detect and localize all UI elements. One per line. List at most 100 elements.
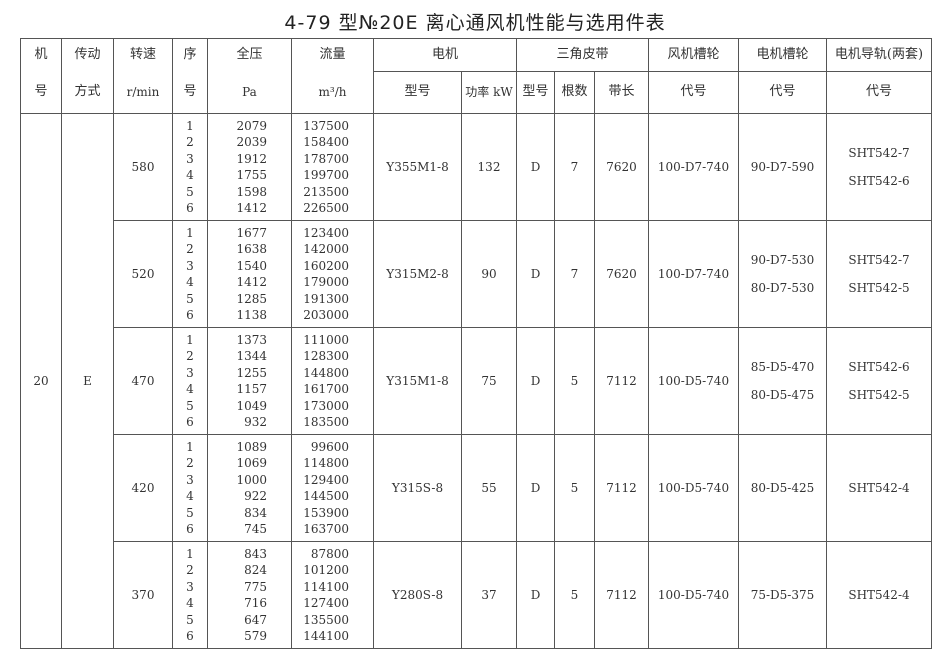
header-speed-unit: r/min: [113, 71, 173, 114]
pressure-cell: 1089 1069 1000 922 834 745: [207, 434, 292, 542]
belt-count-cell: 7: [554, 113, 595, 221]
seq-cell-line: 3: [186, 258, 194, 273]
seq-cell-line: 5: [186, 612, 194, 627]
pressure-cell-line: 1638: [236, 242, 267, 256]
pressure-cell-line: 2079: [236, 118, 267, 133]
seq-cell-line: 5: [186, 291, 194, 306]
flow-cell-line: 111000: [303, 332, 349, 347]
header-flow-unit: m³/h: [291, 71, 374, 114]
seq-cell-line: 1: [186, 332, 194, 347]
motor-rail-cell-line: SHT542-6: [848, 174, 910, 188]
seq-cell-line: 4: [186, 382, 194, 396]
motor-pulley-cell: 85-D5-470 80-D5-475: [738, 327, 827, 435]
seq-cell-line: 1: [186, 118, 194, 133]
seq-cell: 1 2 3 4 5 6: [172, 113, 208, 221]
motor-pulley-cell: 90-D7-590: [738, 113, 827, 221]
speed-group-row: 470 1 2 3 4 5 6 1373 1344 1255 1157 1049 932 111000 12…: [21, 327, 932, 435]
flow-cell-line: 213500: [303, 184, 349, 199]
motor-power-cell: 90: [461, 220, 517, 328]
motor-rail-cell-line: SHT542-5: [848, 388, 910, 402]
fan-selection-table: 机 传动 转速 序 全压 流量 电机 三角皮带 风机槽轮 电机槽轮 电机导轨(两…: [20, 38, 932, 649]
belt-type-cell: D: [516, 434, 555, 542]
motor-rail-cell-line: SHT542-7: [848, 253, 910, 267]
motor-pulley-cell-line: 80-D7-530: [750, 281, 815, 295]
fan-pulley-cell: 100-D5-740: [648, 434, 739, 542]
header-belt-length: 带长: [594, 71, 649, 114]
pressure-cell-line: 1285: [236, 291, 267, 306]
speed-group-row: 520 1 2 3 4 5 6 1677 1638 1540 1412 1285 1138 123400 1…: [21, 220, 932, 328]
flow-cell-line: 137500: [303, 118, 349, 133]
pressure-cell-line: 1000: [236, 472, 267, 487]
pressure-cell-line: 1138: [236, 308, 267, 322]
motor-pulley-cell-line: 80-D5-425: [750, 481, 815, 495]
flow-cell-line: 199700: [303, 168, 349, 182]
motor-rail-cell: SHT542-7 SHT542-5: [826, 220, 932, 328]
header-seq: 序: [172, 38, 208, 72]
pressure-cell-line: 1412: [236, 275, 267, 289]
flow-cell-line: 99600: [310, 439, 349, 454]
motor-pulley-cell: 80-D5-425: [738, 434, 827, 542]
seq-cell-line: 6: [186, 308, 194, 322]
motor-model-cell: Y315M2-8: [373, 220, 462, 328]
motor-pulley-cell-line: 90-D7-590: [750, 160, 815, 174]
seq-cell-line: 1: [186, 439, 194, 454]
seq-cell-line: 2: [186, 456, 194, 470]
flow-cell-line: 142000: [303, 242, 349, 256]
flow-cell-line: 144800: [303, 365, 349, 380]
seq-cell-line: 2: [186, 563, 194, 577]
motor-pulley-cell: 75-D5-375: [738, 541, 827, 649]
motor-power-cell: 37: [461, 541, 517, 649]
motor-rail-cell: SHT542-4: [826, 541, 932, 649]
flow-cell-line: 203000: [303, 308, 349, 322]
header-motor-pulley-code: 代号: [738, 71, 827, 114]
seq-cell-line: 3: [186, 472, 194, 487]
belt-length-cell: 7112: [594, 327, 649, 435]
header-motor: 电机: [373, 38, 517, 72]
speed-cell: 420: [113, 434, 173, 542]
flow-cell: 99600 114800 129400 144500 153900 163700: [291, 434, 374, 542]
belt-type-cell: D: [516, 220, 555, 328]
seq-cell-line: 3: [186, 579, 194, 594]
pressure-cell-line: 716: [244, 596, 267, 610]
flow-cell-line: 87800: [310, 546, 349, 561]
motor-pulley-cell-line: 90-D7-530: [750, 253, 815, 267]
pressure-cell-line: 647: [244, 612, 267, 627]
belt-count-cell: 5: [554, 327, 595, 435]
seq-cell-line: 3: [186, 151, 194, 166]
seq-cell-line: 6: [186, 522, 194, 536]
header-motor-model: 型号: [373, 71, 462, 114]
header-motor-rail: 电机导轨(两套): [826, 38, 932, 72]
belt-type-cell: D: [516, 327, 555, 435]
pressure-cell: 1677 1638 1540 1412 1285 1138: [207, 220, 292, 328]
flow-cell-line: 144500: [303, 489, 349, 503]
flow-cell-line: 114800: [303, 456, 349, 470]
pressure-cell-line: 1412: [236, 201, 267, 215]
flow-cell-line: 123400: [303, 225, 349, 240]
flow-cell-line: 191300: [303, 291, 349, 306]
speed-group-row: 20 E 580 1 2 3 4 5 6 2079 2039 1912 1755 1598 1412 1375…: [20, 113, 932, 649]
belt-length-cell: 7620: [594, 220, 649, 328]
seq-cell-line: 4: [186, 596, 194, 610]
pressure-cell-line: 1373: [236, 332, 267, 347]
header-drive: 传动: [61, 38, 114, 72]
header-speed: 转速: [113, 38, 173, 72]
flow-cell-line: 144100: [303, 629, 349, 643]
motor-pulley-cell-line: 75-D5-375: [750, 588, 815, 602]
header-fan-pulley-code: 代号: [648, 71, 739, 114]
seq-cell-line: 5: [186, 398, 194, 413]
page-title: 4-79 型№20E 离心通风机性能与选用件表: [284, 12, 666, 34]
flow-cell: 137500 158400 178700 199700 213500 226500: [291, 113, 374, 221]
header-flow: 流量: [291, 38, 374, 72]
header-motor-power: 功率 kW: [461, 71, 517, 114]
flow-cell-line: 101200: [303, 563, 349, 577]
seq-cell: 1 2 3 4 5 6: [172, 541, 208, 649]
motor-power-cell: 55: [461, 434, 517, 542]
speed-cell: 470: [113, 327, 173, 435]
motor-pulley-cell-line: 80-D5-475: [750, 388, 815, 402]
speed-cell: 520: [113, 220, 173, 328]
motor-power-cell: 132: [461, 113, 517, 221]
flow-cell-line: 226500: [303, 201, 349, 215]
pressure-cell-line: 834: [244, 505, 267, 520]
header-fan-pulley: 风机槽轮: [648, 38, 739, 72]
seq-cell-line: 6: [186, 629, 194, 643]
